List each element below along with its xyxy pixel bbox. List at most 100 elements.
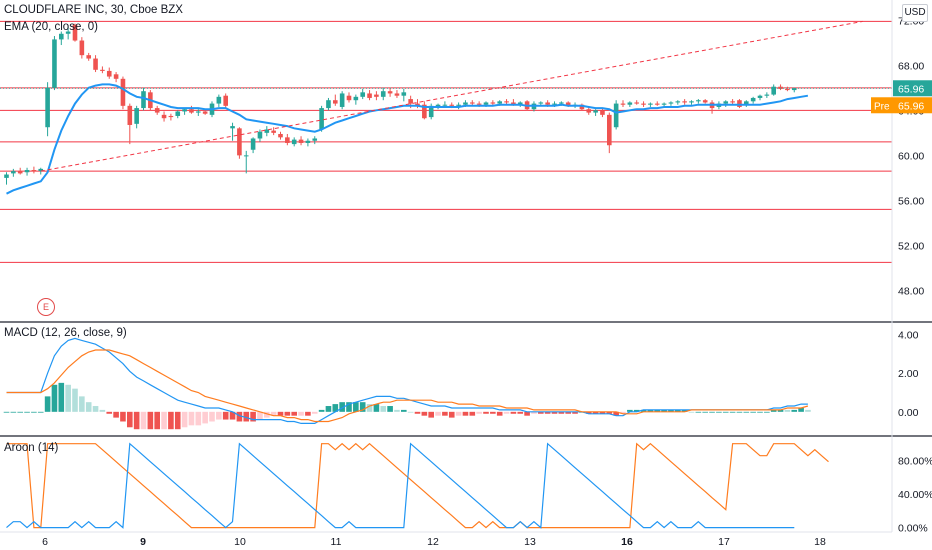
macd-histogram-bar: [37, 411, 44, 413]
candle-body: [408, 99, 413, 104]
macd-histogram-bar: [606, 411, 613, 414]
candle-body: [565, 102, 571, 106]
time-tick-label: 9: [140, 536, 146, 548]
macd-histogram-bar: [558, 411, 565, 414]
candle-body: [394, 93, 400, 96]
macd-histogram-bar: [709, 411, 715, 413]
candle: [648, 102, 653, 107]
candle: [380, 87, 386, 101]
macd-histogram-bar: [92, 406, 99, 412]
macd-histogram-bar: [17, 411, 23, 413]
candle-body: [668, 102, 674, 104]
candle: [11, 168, 16, 177]
macd-pane: [3, 337, 811, 430]
macd-histogram-bar: [510, 411, 517, 414]
candle-body: [757, 95, 763, 98]
candle-body: [470, 102, 475, 104]
candle: [298, 136, 304, 146]
currency-button[interactable]: USD: [902, 4, 928, 22]
candle: [333, 94, 338, 106]
macd-histogram-bar: [538, 411, 544, 414]
candle-body: [401, 92, 407, 96]
candle-body: [17, 171, 23, 174]
candle: [654, 101, 660, 106]
macd-histogram-bar: [798, 407, 804, 412]
candle-body: [4, 174, 9, 178]
price-tick-label: 52.00: [898, 240, 924, 252]
aroon-legend[interactable]: Aroon (14): [4, 442, 59, 454]
symbol-legend[interactable]: CLOUDFLARE INC, 30, Cboe BZX: [4, 4, 183, 16]
macd-histogram-bar: [647, 409, 654, 412]
candle: [243, 150, 249, 174]
macd-histogram-bar: [435, 411, 441, 416]
candle-body: [230, 126, 235, 129]
macd-histogram-bar: [805, 409, 811, 412]
macd-histogram-bar: [784, 409, 791, 412]
candle-body: [785, 88, 790, 91]
candle-body: [100, 69, 105, 71]
candle-body: [24, 170, 30, 173]
macd-histogram-bar: [764, 411, 770, 413]
candle-body: [559, 102, 564, 104]
candle: [319, 105, 324, 132]
earnings-marker[interactable]: E: [37, 298, 55, 316]
candle-body: [764, 94, 770, 96]
time-tick-label: 16: [621, 536, 633, 548]
macd-histogram-bar: [264, 411, 270, 418]
candle: [785, 86, 790, 92]
candle: [120, 76, 126, 110]
candle: [771, 84, 776, 96]
macd-tick-label: 2.00: [898, 368, 919, 380]
macd-histogram-bar: [729, 411, 736, 413]
candle-body: [353, 96, 359, 101]
macd-histogram-bar: [675, 409, 681, 412]
candle: [154, 105, 160, 115]
candle-body: [285, 137, 290, 143]
candle-body: [305, 140, 311, 143]
candle: [586, 106, 592, 115]
macd-histogram-bar: [188, 411, 195, 426]
macd-histogram-bar: [681, 409, 688, 412]
candle: [196, 109, 201, 116]
candle: [31, 166, 37, 174]
candle-body: [161, 114, 167, 119]
candle-body: [326, 100, 331, 109]
candle-body: [737, 100, 742, 107]
candle: [168, 113, 174, 121]
candle-body: [654, 103, 660, 105]
candle: [312, 136, 318, 145]
macd-histogram-bar: [428, 411, 434, 418]
candle: [93, 55, 98, 73]
last-price-text: 65.96: [898, 83, 924, 95]
candle: [45, 82, 50, 137]
price-horizontal-levels: [0, 20, 892, 263]
macd-histogram-bar: [791, 409, 798, 412]
candle-body: [490, 102, 496, 104]
macd-histogram-bar: [442, 411, 448, 416]
candle: [675, 100, 681, 105]
candle-body: [415, 103, 420, 106]
macd-histogram-bar: [736, 411, 743, 413]
signal-line: [6, 349, 809, 423]
ema-legend[interactable]: EMA (20, close, 0): [4, 21, 98, 33]
candle: [702, 99, 708, 104]
candle-body: [72, 24, 78, 41]
candle-body: [298, 139, 304, 143]
macd-tick-label: 4.00: [898, 330, 919, 342]
candle: [367, 90, 372, 101]
macd-histogram-bar: [496, 411, 503, 416]
candle-body: [202, 111, 208, 114]
macd-histogram-bar: [51, 384, 58, 412]
candle: [764, 92, 770, 98]
candle: [744, 100, 749, 107]
candle: [737, 99, 742, 109]
macd-histogram-bar: [332, 404, 339, 412]
macd-histogram-bar: [236, 411, 243, 422]
macd-legend[interactable]: MACD (12, 26, close, 9): [4, 327, 127, 339]
macd-histogram-bar: [661, 409, 667, 412]
macd-histogram-bar: [305, 411, 311, 416]
candle: [634, 100, 639, 105]
candle-body: [38, 168, 44, 172]
macd-histogram-bar: [407, 411, 414, 413]
